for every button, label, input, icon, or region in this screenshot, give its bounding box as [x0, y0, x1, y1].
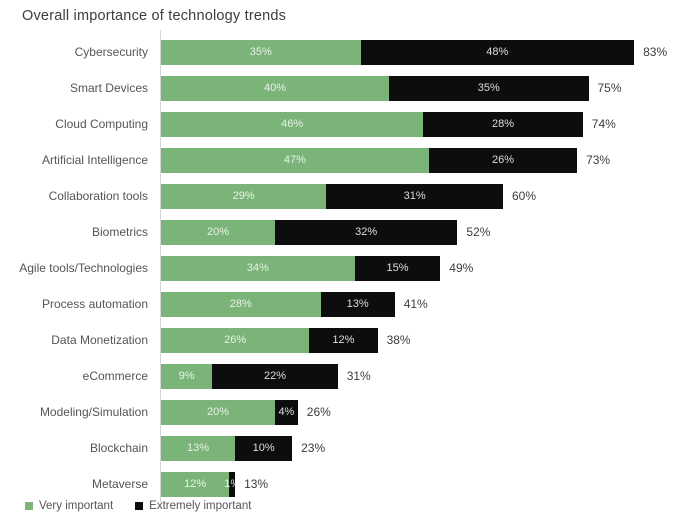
- segment-very-important: 47%: [161, 147, 429, 173]
- category-label: Data Monetization: [51, 333, 148, 347]
- segment-very-important: 20%: [161, 219, 275, 245]
- segment-extremely-important: 28%: [423, 111, 583, 137]
- segment-very-important: 28%: [161, 291, 321, 317]
- segment-extremely-important: 13%: [320, 291, 395, 317]
- bar-track: 28% 13% 41%: [161, 291, 700, 317]
- bar-row: Modeling/Simulation 20% 4% 26%: [0, 394, 700, 430]
- bar-track: 12% 1% 13%: [161, 471, 700, 497]
- total-label: 41%: [403, 297, 428, 311]
- total-label: 83%: [643, 45, 668, 59]
- total-label: 74%: [591, 117, 616, 131]
- axis-baseline: [160, 30, 161, 502]
- legend-item: Very important: [25, 500, 113, 512]
- bar-track: 9% 22% 31%: [161, 363, 700, 389]
- bar-row: Blockchain 13% 10% 23%: [0, 430, 700, 466]
- legend-label: Extremely important: [149, 500, 252, 512]
- total-label: 23%: [301, 441, 326, 455]
- segment-very-important: 34%: [161, 255, 355, 281]
- category-label: Artificial Intelligence: [41, 153, 148, 167]
- segment-extremely-important: 12%: [309, 327, 378, 353]
- bar-track: 40% 35% 75%: [161, 75, 700, 101]
- segment-very-important: 26%: [161, 327, 310, 353]
- segment-very-important: 13%: [161, 435, 236, 461]
- segment-extremely-important: 48%: [360, 39, 635, 65]
- bar-track: 34% 15% 49%: [161, 255, 700, 281]
- bar-rows: Cybersecurity 35% 48% 83% Smart Devices 40% 35…: [0, 34, 700, 502]
- segment-very-important: 9%: [161, 363, 213, 389]
- bar-row: Artificial Intelligence 47% 26% 73%: [0, 142, 700, 178]
- bar-track: 46% 28% 74%: [161, 111, 700, 137]
- total-label: 60%: [511, 189, 537, 203]
- chart-title: Overall importance of technology trends: [22, 8, 287, 24]
- bar-track: 13% 10% 23%: [161, 435, 700, 461]
- bar-row: Collaboration tools 29% 31% 60%: [0, 178, 700, 214]
- bar-row: eCommerce 9% 22% 31%: [0, 358, 700, 394]
- category-label: Modeling/Simulation: [39, 405, 148, 419]
- category-label: eCommerce: [82, 369, 148, 383]
- category-label: Agile tools/Technologies: [19, 261, 148, 275]
- bar-row: Data Monetization 26% 12% 38%: [0, 322, 700, 358]
- segment-extremely-important: 1%: [224, 471, 240, 497]
- bar-row: Biometrics 20% 32% 52%: [0, 214, 700, 250]
- category-label: Blockchain: [89, 441, 148, 455]
- total-label: 75%: [597, 81, 622, 95]
- total-label: 38%: [386, 333, 411, 347]
- category-label: Cybersecurity: [74, 45, 148, 59]
- category-label: Cloud Computing: [55, 117, 148, 131]
- segment-very-important: 46%: [161, 111, 424, 137]
- bar-track: 35% 48% 83%: [161, 39, 700, 65]
- category-label: Smart Devices: [69, 81, 148, 95]
- category-label: Metaverse: [91, 477, 148, 491]
- segment-extremely-important: 31%: [326, 183, 503, 209]
- legend-label: Very important: [39, 500, 114, 512]
- total-label: 52%: [466, 225, 491, 239]
- bar-row: Cybersecurity 35% 48% 83%: [0, 34, 700, 70]
- total-label: 31%: [346, 369, 371, 383]
- segment-very-important: 20%: [161, 399, 275, 425]
- segment-extremely-important: 22%: [212, 363, 338, 389]
- total-label: 73%: [586, 153, 611, 167]
- segment-extremely-important: 35%: [389, 75, 589, 101]
- segment-extremely-important: 15%: [354, 255, 441, 281]
- segment-extremely-important: 4%: [275, 399, 298, 425]
- legend: Very important Extremely important: [25, 500, 251, 512]
- segment-very-important: 35%: [161, 39, 361, 65]
- bar-track: 29% 31% 60%: [161, 183, 700, 209]
- segment-extremely-important: 26%: [428, 147, 578, 173]
- category-label: Process automation: [41, 297, 148, 311]
- legend-swatch: [25, 502, 33, 510]
- segment-very-important: 40%: [161, 75, 389, 101]
- segment-extremely-important: 10%: [235, 435, 293, 461]
- bar-row: Metaverse 12% 1% 13%: [0, 466, 700, 502]
- bar-row: Cloud Computing 46% 28% 74%: [0, 106, 700, 142]
- category-label: Collaboration tools: [48, 189, 148, 203]
- bar-row: Agile tools/Technologies 34% 15% 49%: [0, 250, 700, 286]
- bar-track: 20% 4% 26%: [161, 399, 700, 425]
- bar-row: Process automation 28% 13% 41%: [0, 286, 700, 322]
- segment-extremely-important: 32%: [275, 219, 458, 245]
- legend-swatch: [135, 502, 144, 510]
- segment-very-important: 29%: [161, 183, 327, 209]
- total-label: 13%: [244, 477, 269, 491]
- segment-very-important: 12%: [161, 471, 230, 497]
- bar-row: Smart Devices 40% 35% 75%: [0, 70, 700, 106]
- total-label: 26%: [306, 405, 331, 419]
- total-label: 49%: [449, 261, 474, 275]
- bar-track: 20% 32% 52%: [161, 219, 700, 245]
- bar-track: 26% 12% 38%: [161, 327, 700, 353]
- bar-track: 47% 26% 73%: [161, 147, 700, 173]
- legend-item: Extremely important: [135, 500, 251, 512]
- category-label: Biometrics: [91, 225, 148, 239]
